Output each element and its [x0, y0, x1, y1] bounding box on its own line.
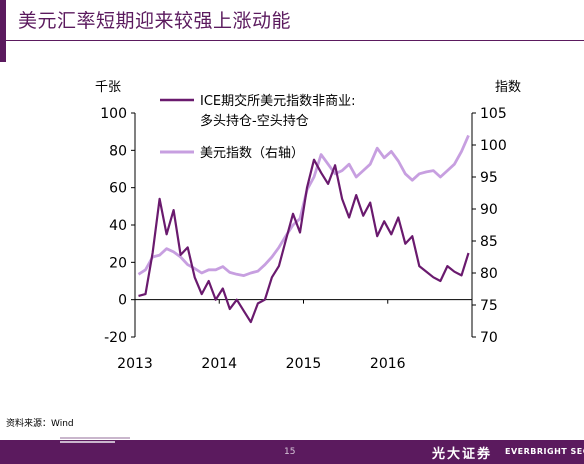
left-tick-label: 20: [109, 255, 127, 271]
brand-name-cn: 光大证券: [432, 447, 493, 462]
right-tick-label: 105: [480, 106, 507, 122]
chart: -20 0 20 40 60 80 100 70 75 80 85 90 95 100 105 2013 201…: [95, 80, 521, 372]
right-tick-label: 70: [480, 330, 498, 346]
x-tick-label: 2015: [286, 356, 322, 372]
left-tick-label: 0: [118, 293, 127, 309]
left-tick-label: 40: [109, 218, 127, 234]
left-axis-unit: 千张: [95, 80, 121, 95]
left-tick-label: -20: [104, 330, 127, 346]
right-tick-label: 85: [480, 234, 498, 250]
left-tick-label: 60: [109, 181, 127, 197]
left-tick-label: 80: [109, 143, 127, 159]
title-accent-bar: [0, 0, 6, 62]
right-tick-label: 90: [480, 202, 498, 218]
page-number: 15: [284, 447, 296, 457]
legend-label-net-position: ICE期交所美元指数非商业:: [200, 93, 356, 109]
right-tick-label: 95: [480, 170, 498, 186]
series-line-net-position: [138, 158, 470, 324]
right-tick-label: 100: [480, 138, 507, 154]
right-tick-label: 80: [480, 266, 498, 282]
x-tick-label: 2016: [370, 356, 406, 372]
brand-name-en: EVERBRIGHT SECU: [505, 447, 584, 456]
x-tick-label: 2014: [201, 356, 237, 372]
x-tick-label: 2013: [117, 356, 153, 372]
title-divider: [6, 40, 584, 41]
source-note: 资料来源：Wind: [6, 419, 74, 429]
legend-label-dollar-index: 美元指数（右轴）: [200, 146, 304, 161]
left-tick-label: 100: [100, 106, 127, 122]
legend-label-net-position: 多头持仓-空头持仓: [200, 113, 309, 129]
page-title: 美元汇率短期迎来较强上涨动能: [18, 10, 292, 32]
right-axis-unit: 指数: [495, 80, 521, 95]
footer-bar: [0, 440, 584, 464]
right-tick-label: 75: [480, 298, 498, 314]
